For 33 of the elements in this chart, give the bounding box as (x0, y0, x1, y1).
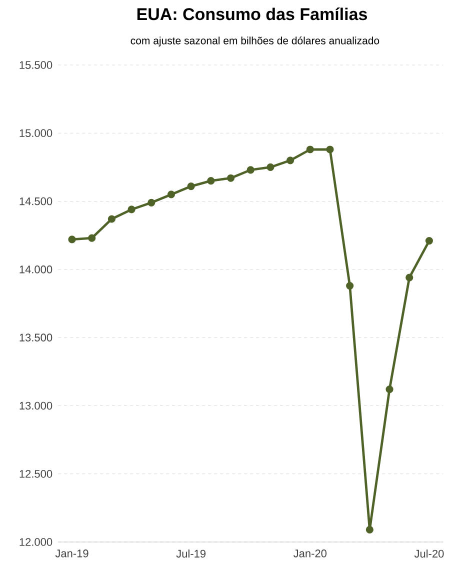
y-tick-label: 13.000 (20, 402, 52, 410)
y-tick-label: 15.000 (20, 129, 52, 138)
point (346, 282, 354, 290)
point (88, 234, 96, 242)
x-tick-label: Jan-19 (55, 550, 88, 558)
chart-title: EUA: Consumo das Famílias (137, 8, 367, 20)
point (286, 156, 294, 164)
point (386, 386, 394, 394)
y-tick-label: 14.500 (20, 197, 52, 206)
x-tick-label: Jul-19 (176, 550, 206, 558)
point (406, 274, 414, 282)
point (108, 215, 116, 223)
x-tick-label: Jul-20 (414, 550, 444, 558)
x-tick-label: Jan-20 (293, 550, 327, 558)
point (366, 526, 374, 534)
chart-subtitle: com ajuste sazonal em bilhões de dólares anualizado (130, 36, 380, 46)
point (68, 236, 76, 244)
point (148, 198, 156, 206)
point (425, 237, 434, 245)
y-tick-label: 12.500 (20, 470, 52, 478)
point (167, 190, 176, 198)
y-tick-label: 15.500 (20, 61, 52, 69)
point (326, 146, 334, 154)
y-tick-label: 13.500 (20, 334, 52, 342)
point (246, 166, 254, 174)
point (128, 206, 136, 214)
point (306, 146, 314, 154)
point (207, 177, 215, 185)
y-tick-label: 14.000 (20, 266, 52, 274)
point (187, 182, 195, 190)
y-tick-label: 12.000 (20, 538, 52, 546)
point (226, 174, 235, 182)
point (266, 163, 274, 172)
